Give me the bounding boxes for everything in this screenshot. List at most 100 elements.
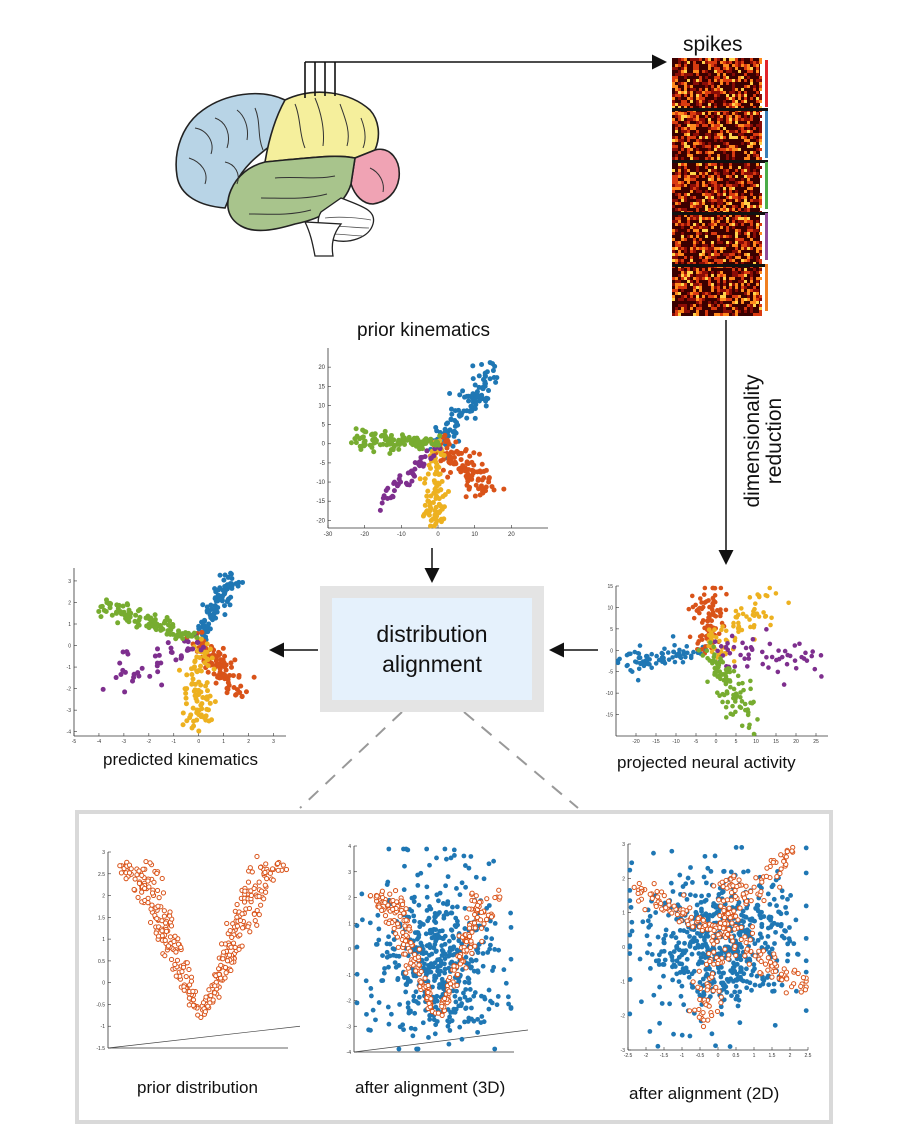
aligned-neural-point bbox=[376, 937, 382, 943]
prior-point bbox=[784, 849, 790, 855]
yellow-point bbox=[207, 693, 213, 699]
prior-point bbox=[726, 926, 732, 932]
aligned-neural-point bbox=[462, 905, 468, 911]
prior-point bbox=[735, 917, 741, 923]
purple-point bbox=[135, 670, 141, 676]
aligned-neural-point bbox=[677, 970, 683, 975]
aligned-neural-point bbox=[374, 941, 380, 947]
green-point bbox=[731, 686, 737, 692]
aligned-neural-point bbox=[671, 1031, 676, 1037]
purple-point bbox=[781, 682, 787, 687]
aligned-neural-point bbox=[424, 908, 430, 913]
aligned-neural-point bbox=[397, 1024, 403, 1030]
prior-point bbox=[700, 1010, 706, 1016]
aligned-neural-point bbox=[657, 1020, 662, 1026]
green-point bbox=[707, 658, 713, 663]
aligned-neural-point bbox=[432, 918, 437, 924]
aligned-neural-point bbox=[471, 993, 477, 999]
blue-point bbox=[452, 423, 458, 429]
blue-point bbox=[450, 443, 456, 449]
blue-point bbox=[472, 382, 478, 388]
prior-point bbox=[200, 1000, 207, 1006]
blue-point bbox=[229, 585, 235, 591]
blue-point bbox=[615, 660, 621, 666]
aligned-neural-point bbox=[491, 858, 497, 864]
prior-point bbox=[749, 930, 756, 936]
purple-point bbox=[712, 639, 718, 644]
y-tick-label: 1 bbox=[622, 911, 625, 917]
prior-point bbox=[742, 953, 748, 959]
aligned-neural-point bbox=[439, 943, 445, 949]
aligned-neural-point bbox=[661, 948, 667, 954]
prior-point bbox=[690, 924, 696, 930]
x-tick-label: -5 bbox=[72, 739, 77, 745]
green-point bbox=[146, 625, 152, 631]
aligned-neural-point bbox=[720, 982, 726, 988]
frontal-lobe bbox=[175, 92, 286, 209]
aligned-neural-point bbox=[707, 912, 713, 918]
purple-point bbox=[784, 661, 790, 667]
y-tick-label: -1 bbox=[347, 973, 352, 979]
prior-point bbox=[212, 990, 218, 996]
aligned-neural-point bbox=[380, 953, 385, 958]
y-tick-label: 2.5 bbox=[98, 872, 105, 878]
aligned-neural-point bbox=[445, 911, 450, 917]
blue-point bbox=[490, 368, 496, 374]
purple-point bbox=[389, 493, 395, 499]
aligned-neural-point bbox=[452, 852, 457, 858]
prior-point bbox=[488, 914, 495, 920]
prior-point bbox=[715, 960, 721, 967]
aligned-neural-point bbox=[481, 876, 487, 882]
aligned-neural-point bbox=[386, 934, 391, 940]
green-point bbox=[152, 612, 158, 618]
green-point bbox=[748, 686, 753, 692]
yellow-point bbox=[761, 610, 766, 615]
purple-point bbox=[394, 483, 400, 489]
prior-point bbox=[478, 909, 485, 915]
y-tick-label: 0.5 bbox=[98, 959, 105, 965]
prior-point bbox=[758, 958, 764, 965]
aligned-neural-point bbox=[463, 987, 469, 992]
yellow-point bbox=[438, 516, 444, 522]
green-point bbox=[696, 648, 702, 653]
aligned-neural-point bbox=[627, 1011, 633, 1017]
prior-point bbox=[642, 907, 648, 913]
aligned-neural-point bbox=[363, 978, 369, 984]
aligned-neural-point bbox=[403, 846, 409, 852]
orange-point bbox=[232, 657, 238, 663]
prior-point bbox=[205, 1003, 211, 1009]
green-point bbox=[417, 446, 423, 452]
aligned-neural-point bbox=[766, 982, 772, 988]
x-tick-label: 0 bbox=[436, 532, 440, 538]
purple-point bbox=[190, 646, 196, 652]
orange-point bbox=[702, 585, 708, 591]
aligned-neural-point bbox=[456, 938, 462, 944]
orange-point bbox=[227, 672, 233, 678]
blue-point bbox=[452, 408, 458, 414]
prior-point bbox=[262, 869, 268, 876]
orange-point bbox=[225, 686, 231, 692]
green-point bbox=[148, 618, 154, 624]
y-tick-label: -4 bbox=[347, 1050, 352, 1056]
blue-point bbox=[480, 377, 486, 383]
purple-point bbox=[405, 470, 411, 476]
x-tick-label: 25 bbox=[813, 739, 819, 745]
blue-point bbox=[219, 594, 225, 600]
aligned-neural-point bbox=[373, 1017, 378, 1023]
aligned-neural-point bbox=[733, 983, 739, 989]
yellow-point bbox=[436, 471, 442, 477]
aligned-neural-point bbox=[663, 927, 669, 933]
prior-point bbox=[401, 910, 407, 916]
aligned-neural-point bbox=[803, 870, 809, 876]
prior-point bbox=[220, 956, 226, 962]
prior-point bbox=[408, 960, 414, 966]
prior-point bbox=[139, 872, 145, 878]
green-point bbox=[437, 433, 443, 439]
aligned-neural-point bbox=[376, 926, 382, 932]
prior-point bbox=[783, 854, 789, 860]
aligned-neural-point bbox=[503, 980, 509, 986]
aligned-neural-point bbox=[755, 902, 761, 908]
aligned-neural-point bbox=[418, 870, 424, 876]
prior-point bbox=[703, 961, 710, 967]
